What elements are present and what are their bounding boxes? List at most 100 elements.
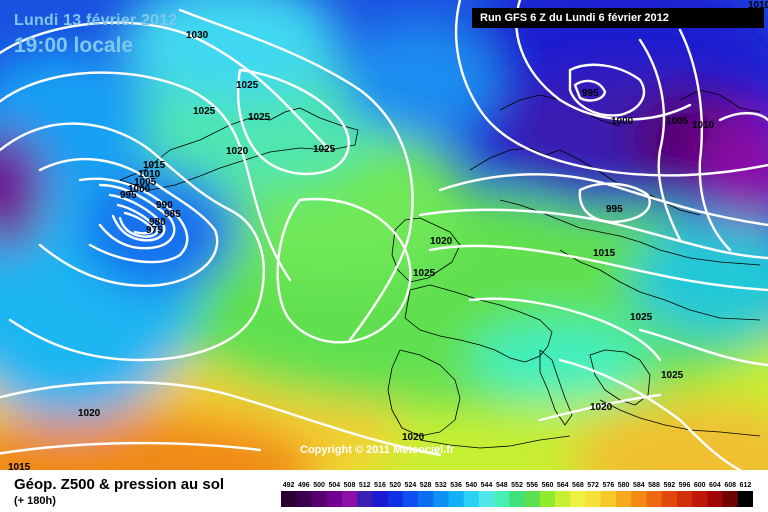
scale-swatch <box>494 491 510 507</box>
isobar-label: 975 <box>146 225 163 236</box>
scale-swatch <box>722 491 739 507</box>
scale-label: 596 <box>679 482 691 489</box>
isobar-label: 1025 <box>661 370 684 381</box>
scale-label: 512 <box>359 482 371 489</box>
scale-swatch <box>326 491 343 507</box>
scale-label: 588 <box>648 482 660 489</box>
scale-label: 612 <box>740 482 752 489</box>
model-run-label: Run GFS 6 Z du Lundi 6 février 2012 <box>472 8 764 28</box>
scale-label: 560 <box>542 482 554 489</box>
scale-label: 600 <box>694 482 706 489</box>
scale-swatch <box>402 491 419 507</box>
isobar-label: 1010 <box>692 120 715 131</box>
isobar-label: 1020 <box>590 402 613 413</box>
scale-label: 492 <box>283 482 295 489</box>
scale-label: 608 <box>724 482 736 489</box>
scale-swatch <box>448 491 465 507</box>
scale-label: 604 <box>709 482 721 489</box>
scale-label: 592 <box>663 482 675 489</box>
scale-swatch <box>555 491 571 507</box>
valid-time: 19:00 locale <box>14 34 134 57</box>
scale-swatch <box>372 491 388 507</box>
isobar-label: 1020 <box>78 408 101 419</box>
scale-label: 496 <box>298 482 310 489</box>
isobar-label: 1015 <box>593 248 616 259</box>
isobar-label: 1020 <box>402 432 425 443</box>
scale-label: 580 <box>618 482 630 489</box>
scale-label: 552 <box>511 482 523 489</box>
isobar-label: 1030 <box>186 30 209 41</box>
scale-swatch <box>600 491 617 507</box>
valid-date: Lundi 13 février 2012 <box>14 12 178 29</box>
isobar-label: 1025 <box>193 106 216 117</box>
scale-swatch <box>539 491 556 507</box>
scale-label: 584 <box>633 482 645 489</box>
scale-label: 572 <box>587 482 599 489</box>
scale-swatch <box>692 491 708 507</box>
forecast-lead: (+ 180h) <box>14 495 56 507</box>
scale-swatch <box>570 491 586 507</box>
isobar-label: 980 <box>149 217 166 228</box>
isobar-label: 1020 <box>430 236 453 247</box>
scale-swatch <box>661 491 678 507</box>
scale-label: 508 <box>344 482 356 489</box>
scale-label: 540 <box>465 482 477 489</box>
scale-label: 536 <box>450 482 462 489</box>
scale-label: 564 <box>557 482 569 489</box>
scale-swatch <box>524 491 541 507</box>
scale-label: 516 <box>374 482 386 489</box>
isobar-label: 985 <box>164 209 181 220</box>
scale-label: 556 <box>526 482 538 489</box>
scale-label: 504 <box>328 482 340 489</box>
isobar-label: 995 <box>582 88 599 99</box>
scale-label: 548 <box>496 482 508 489</box>
isobar-label: 995 <box>120 190 137 201</box>
isobar-label: 1025 <box>313 144 336 155</box>
isobar-label: 1015 <box>143 160 166 171</box>
isobar-label: 1000 <box>128 184 151 195</box>
scale-label: 544 <box>481 482 493 489</box>
scale-swatch <box>737 491 753 507</box>
scale-swatch <box>281 491 297 507</box>
isobar-label: 1010 <box>748 0 768 11</box>
scale-label: 500 <box>313 482 325 489</box>
isobar-label: 1010 <box>138 169 161 180</box>
variable-title: Géop. Z500 & pression au sol <box>14 476 225 493</box>
isobar-label: 1000 <box>611 116 634 127</box>
isobar-label: 1025 <box>236 80 259 91</box>
isobar-label: 1015 <box>8 462 31 470</box>
scale-swatch <box>387 491 404 507</box>
geopotential-pressure-map: 1030 1025 1025 1025 1025 1020 1015 1010 … <box>0 0 768 470</box>
scale-swatch <box>509 491 525 507</box>
scale-swatch <box>631 491 647 507</box>
scale-label: 532 <box>435 482 447 489</box>
isobars <box>0 0 768 470</box>
color-scale: 492 496 500 504 508 512 516 520 524 528 532 536 540 5… <box>281 482 753 507</box>
scale-label: 576 <box>603 482 615 489</box>
scale-swatch <box>296 491 312 507</box>
isobar-label: 995 <box>606 204 623 215</box>
isobar-label: 1025 <box>248 112 271 123</box>
scale-swatch <box>478 491 495 507</box>
scale-swatch <box>418 491 434 507</box>
scale-swatch <box>676 491 693 507</box>
scale-label: 528 <box>420 482 432 489</box>
isobar-labels: 1030 1025 1025 1025 1025 1020 1015 1010 … <box>8 0 768 470</box>
z500-color-field <box>0 0 768 470</box>
scale-label: 568 <box>572 482 584 489</box>
scale-swatch <box>357 491 373 507</box>
isobar-label: 1025 <box>413 268 436 279</box>
scale-label: 524 <box>405 482 417 489</box>
scale-swatch <box>341 491 358 507</box>
scale-label: 520 <box>389 482 401 489</box>
scale-swatch <box>463 491 480 507</box>
scale-swatch <box>311 491 328 507</box>
isobar-label: 1005 <box>666 116 689 127</box>
scale-swatch <box>433 491 449 507</box>
isobar-label: 990 <box>156 200 173 211</box>
isobar-label: 1020 <box>226 146 249 157</box>
scale-swatch <box>646 491 662 507</box>
scale-swatch <box>707 491 723 507</box>
copyright-notice: Copyright © 2011 Meteociel.fr <box>300 444 455 456</box>
